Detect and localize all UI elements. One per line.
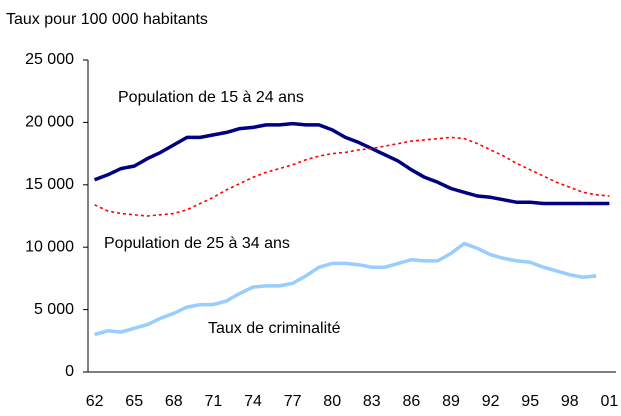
x-tick-label: 68 — [165, 393, 183, 410]
x-tick-label: 95 — [521, 393, 539, 410]
series-line — [93, 121, 610, 206]
y-tick-label: 0 — [65, 363, 74, 380]
x-tick-label: 65 — [125, 393, 143, 410]
series-line — [94, 136, 610, 217]
x-tick-label: 98 — [561, 393, 579, 410]
y-axis-title: Taux pour 100 000 habitants — [6, 11, 208, 28]
y-tick-label: 5 000 — [34, 301, 74, 318]
series-label: Population de 15 à 24 ans — [118, 89, 304, 106]
series-label: Population de 25 à 34 ans — [104, 235, 290, 252]
x-tick-label: 77 — [284, 393, 302, 410]
series-label: Taux de criminalité — [208, 320, 341, 337]
x-tick-label: 01 — [601, 393, 619, 410]
x-tick-label: 62 — [86, 393, 104, 410]
x-tick-label: 80 — [323, 393, 341, 410]
x-tick-label: 74 — [244, 393, 262, 410]
series-line — [94, 241, 597, 337]
x-tick-label: 89 — [442, 393, 460, 410]
y-tick-label: 20 000 — [25, 114, 74, 131]
y-tick-label: 25 000 — [25, 51, 74, 68]
y-tick-label: 10 000 — [25, 238, 74, 255]
x-tick-label: 86 — [403, 393, 421, 410]
x-tick-label: 83 — [363, 393, 381, 410]
x-tick-label: 92 — [482, 393, 500, 410]
x-tick-label: 71 — [205, 393, 223, 410]
y-tick-label: 15 000 — [25, 176, 74, 193]
